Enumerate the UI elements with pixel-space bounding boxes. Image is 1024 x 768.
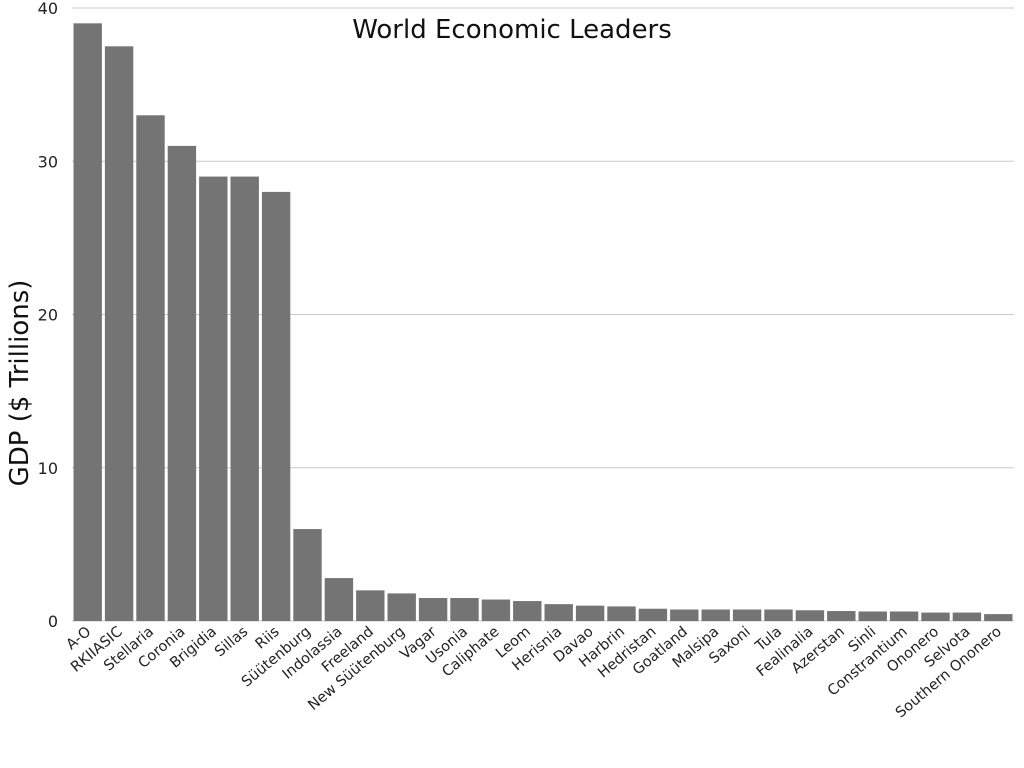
bar	[513, 601, 542, 621]
bar	[230, 176, 259, 621]
bar	[199, 176, 228, 621]
bar	[136, 115, 165, 621]
bar	[73, 23, 102, 621]
bar	[261, 191, 291, 621]
bar	[324, 578, 354, 621]
bar	[921, 612, 950, 621]
bar	[356, 590, 385, 621]
y-tick-label: 20	[38, 306, 58, 325]
bar	[387, 593, 416, 621]
bar	[764, 609, 793, 621]
y-tick-label: 0	[48, 612, 58, 631]
y-tick-label: 40	[38, 0, 58, 18]
chart-title: World Economic Leaders	[352, 15, 672, 45]
bar	[167, 145, 197, 621]
bars	[73, 23, 1013, 622]
x-tick-label: Sillas	[212, 624, 251, 661]
bar	[104, 46, 134, 622]
bar	[795, 610, 825, 621]
gridlines	[72, 7, 1014, 622]
x-axis-labels: A-ORKIIASICStellariaCoroniaBrigidiaSilla…	[64, 624, 1005, 722]
y-axis-label: GDP ($ Trillions)	[5, 280, 35, 487]
bar	[544, 604, 573, 621]
bar	[450, 598, 479, 621]
bar	[732, 609, 762, 621]
y-tick-label: 30	[38, 152, 58, 171]
bar	[701, 609, 730, 621]
bar	[575, 605, 605, 621]
bar	[889, 611, 919, 621]
bar	[481, 599, 511, 621]
bar	[638, 608, 668, 621]
bar	[952, 612, 982, 621]
y-tick-label: 10	[38, 459, 58, 478]
bar	[418, 598, 448, 621]
bar	[858, 611, 887, 621]
bar	[607, 606, 636, 621]
y-axis-ticks: 0 10 20 30 40	[38, 0, 58, 631]
bar	[670, 609, 699, 621]
bar	[984, 614, 1013, 621]
bar	[293, 529, 322, 621]
bar	[827, 611, 856, 621]
